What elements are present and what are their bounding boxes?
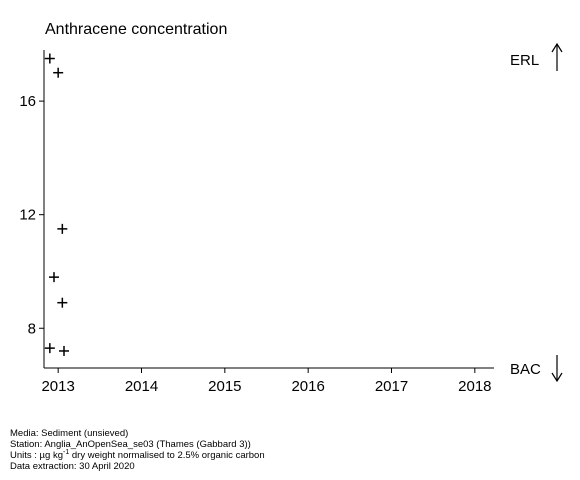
- y-tick-label-8: 8: [28, 320, 36, 337]
- axes: 8 12 16 2013 2014 2015 2016 2017 2018: [19, 50, 494, 395]
- footer-metadata: Media: Sediment (unsieved) Station: Angl…: [10, 428, 265, 472]
- x-tick-label-2015: 2015: [208, 378, 241, 395]
- footer-extraction: Data extraction: 30 April 2020: [10, 461, 135, 472]
- data-point-1: [44, 53, 55, 64]
- arrow-head: [551, 42, 563, 53]
- reference-label-bac: BAC: [510, 361, 541, 378]
- footer-units-suffix: dry weight normalised to 2.5% organic ca…: [69, 450, 265, 461]
- data-point-6: [44, 343, 55, 354]
- x-tick-label-2013: 2013: [41, 378, 74, 395]
- x-tick-label-2016: 2016: [291, 378, 324, 395]
- x-tick-label-2018: 2018: [458, 378, 491, 395]
- data-points: [44, 53, 69, 356]
- arrow-down-icon: [551, 355, 563, 383]
- data-point-5: [57, 297, 68, 308]
- data-point-4: [49, 272, 59, 283]
- footer-units: Units : µg kg-1 dry weight normalised to…: [10, 448, 265, 461]
- data-point-3: [57, 223, 68, 234]
- y-tick-label-16: 16: [19, 93, 36, 110]
- footer-station: Station: Anglia_AnOpenSea_se03 (Thames (…: [10, 439, 251, 450]
- data-point-7: [59, 345, 69, 356]
- x-tick-label-2014: 2014: [125, 378, 158, 395]
- data-point-2: [53, 67, 64, 78]
- arrow-head: [551, 372, 563, 383]
- chart-title: Anthracene concentration: [45, 21, 227, 38]
- footer-units-prefix: Units : µg kg: [10, 450, 63, 461]
- x-tick-label-2017: 2017: [375, 378, 408, 395]
- arrow-up-icon: [551, 42, 563, 71]
- y-tick-label-12: 12: [19, 207, 36, 224]
- reference-levels: ERL BAC: [510, 42, 563, 383]
- reference-label-erl: ERL: [510, 52, 539, 69]
- footer-units-exponent: -1: [63, 448, 70, 456]
- footer-media: Media: Sediment (unsieved): [10, 428, 129, 439]
